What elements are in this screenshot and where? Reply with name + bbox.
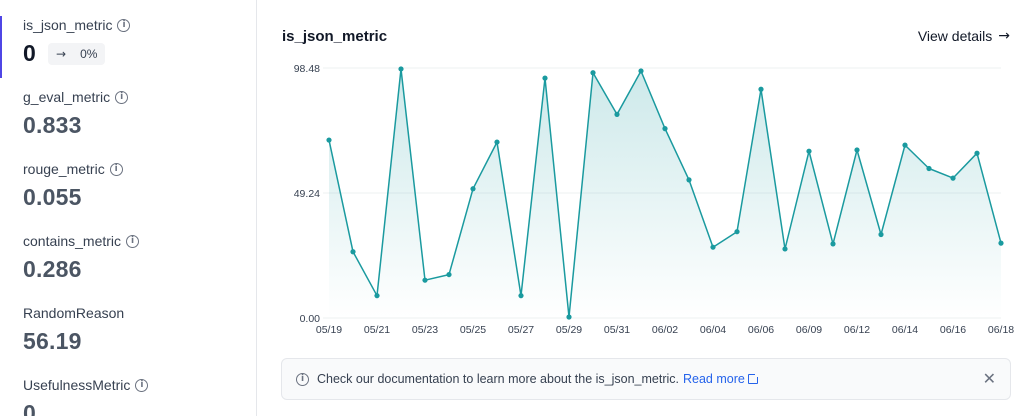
read-more-label: Read more	[683, 372, 745, 386]
data-point	[878, 231, 884, 238]
close-icon[interactable]: ✕	[982, 369, 996, 388]
x-tick-label: 06/14	[892, 324, 918, 336]
metric-value: 0	[23, 40, 36, 66]
delta-value: 0%	[80, 46, 98, 61]
metric-name: rouge_metric	[23, 161, 105, 177]
x-tick-label: 06/04	[700, 324, 726, 336]
data-point	[854, 147, 860, 153]
data-point	[926, 165, 932, 172]
data-point	[638, 68, 644, 74]
metric-name-row: is_json_metric i	[23, 16, 256, 34]
metric-name-row: g_eval_metric i	[23, 88, 256, 106]
notice-text: Check our documentation to learn more ab…	[317, 372, 679, 386]
line-chart: 0.00 49.24 98.48 05/19 05/21 05/23 05/25 05/27 0…	[294, 63, 1015, 336]
view-details-link[interactable]: View details →	[918, 28, 1010, 44]
data-point	[470, 186, 476, 192]
x-tick-label: 05/21	[364, 324, 390, 336]
metric-name: g_eval_metric	[23, 89, 111, 105]
metric-item-contains[interactable]: contains_metric i 0.286	[0, 232, 256, 283]
metric-value: 0.833	[23, 112, 82, 138]
data-point	[710, 244, 716, 250]
x-tick-label: 06/16	[940, 324, 966, 336]
metric-value: 0	[23, 400, 36, 416]
y-tick-label: 98.48	[294, 63, 320, 75]
data-point	[422, 277, 428, 283]
metric-name-row: UsefulnessMetric i	[23, 376, 256, 394]
delta-badge: → 0%	[48, 42, 106, 65]
metric-name: UsefulnessMetric	[23, 377, 131, 393]
metric-name-row: rouge_metric i	[23, 160, 256, 178]
x-tick-label: 06/12	[844, 324, 870, 336]
data-point	[998, 240, 1004, 246]
metric-value: 56.19	[23, 328, 82, 354]
metric-name: contains_metric	[23, 233, 122, 249]
metrics-sidebar: is_json_metric i 0 → 0% g_eval_metric i …	[0, 0, 257, 416]
metric-value: 0.286	[23, 256, 82, 282]
metric-item-g-eval[interactable]: g_eval_metric i 0.833	[0, 88, 256, 139]
data-point	[398, 66, 404, 72]
x-tick-label: 05/31	[604, 324, 630, 336]
data-point	[734, 229, 740, 235]
data-point	[830, 241, 836, 247]
data-point	[446, 271, 452, 278]
arrow-right-icon: →	[998, 28, 1010, 44]
data-point	[782, 246, 788, 252]
metric-name-row: RandomReason	[23, 304, 256, 322]
data-point	[806, 148, 812, 154]
x-tick-label: 06/02	[652, 324, 678, 336]
data-point	[758, 86, 764, 92]
read-more-link[interactable]: Read more	[683, 372, 760, 386]
metric-name: RandomReason	[23, 305, 125, 321]
metric-value: 0.055	[23, 184, 82, 210]
metric-item-is-json[interactable]: is_json_metric i 0 → 0%	[0, 16, 256, 78]
arrow-right-icon: →	[56, 46, 67, 61]
x-tick-label: 06/18	[988, 324, 1014, 336]
x-tick-label: 05/19	[316, 324, 342, 336]
x-tick-label: 05/23	[412, 324, 438, 336]
data-point	[374, 293, 380, 299]
metric-name: is_json_metric	[23, 17, 113, 33]
x-tick-label: 05/25	[460, 324, 486, 336]
info-icon[interactable]: i	[117, 18, 131, 32]
data-point	[566, 314, 572, 320]
data-point	[326, 137, 332, 143]
metric-item-random-reason[interactable]: RandomReason 56.19	[0, 304, 256, 355]
y-tick-label: 49.24	[294, 188, 320, 200]
data-point	[686, 177, 692, 183]
metric-value-row: 0 → 0%	[23, 34, 256, 67]
data-point	[350, 249, 356, 255]
metric-item-rouge[interactable]: rouge_metric i 0.055	[0, 160, 256, 211]
x-tick-label: 05/29	[556, 324, 582, 336]
info-icon: i	[296, 372, 309, 386]
chart-title: is_json_metric	[282, 28, 388, 45]
data-point	[950, 175, 956, 181]
info-icon[interactable]: i	[115, 90, 129, 104]
x-tick-label: 06/06	[748, 324, 774, 336]
view-details-label: View details	[917, 28, 993, 44]
external-link-icon	[747, 372, 760, 384]
info-icon[interactable]: i	[135, 378, 149, 392]
data-point	[494, 139, 500, 145]
metric-name-row: contains_metric i	[23, 232, 256, 250]
x-tick-label: 06/09	[796, 324, 822, 336]
metric-detail-panel: is_json_metric View details → 0.00 49.24 9…	[257, 0, 1034, 416]
area-fill	[329, 69, 1001, 318]
data-point	[590, 70, 596, 76]
data-point	[542, 75, 548, 81]
data-point	[662, 126, 668, 132]
data-point	[902, 142, 908, 148]
x-tick-label: 05/27	[508, 324, 534, 336]
documentation-notice: i Check our documentation to learn more …	[281, 358, 1011, 400]
info-icon[interactable]: i	[126, 234, 140, 248]
data-point	[614, 111, 620, 118]
y-tick-label: 0.00	[300, 313, 321, 325]
info-icon[interactable]: i	[109, 162, 123, 176]
metric-item-usefulness[interactable]: UsefulnessMetric i 0	[0, 376, 256, 416]
data-point	[974, 150, 980, 156]
data-point	[518, 293, 524, 299]
